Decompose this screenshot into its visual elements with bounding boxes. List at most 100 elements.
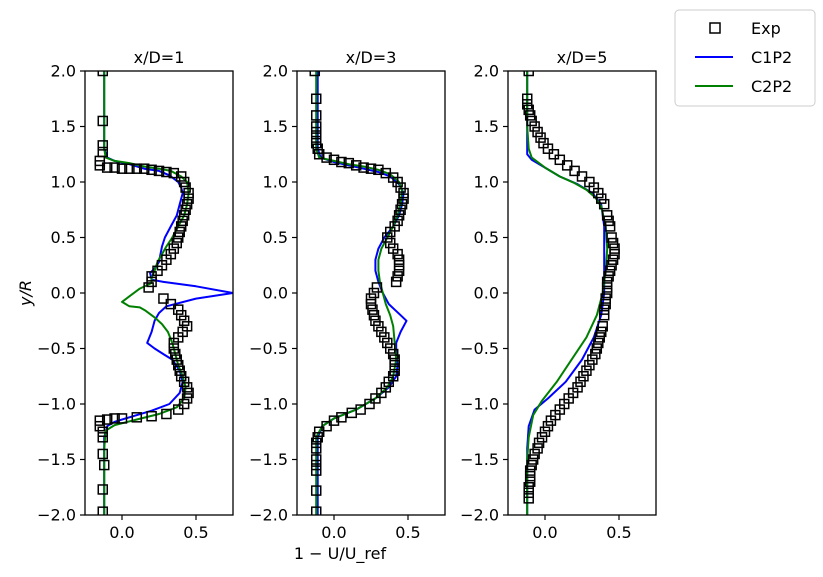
exp-point <box>392 176 403 188</box>
exp-point <box>575 376 586 388</box>
exp-point <box>390 276 402 288</box>
y-tick-label: −1.5 <box>37 450 76 469</box>
exp-point <box>382 337 393 349</box>
exp-point <box>310 110 322 121</box>
panel-data <box>521 71 620 515</box>
exp-point <box>601 282 613 293</box>
y-tick-label: −0.5 <box>249 339 288 358</box>
y-tick-label: 0.0 <box>263 284 288 303</box>
y-tick-label: −1.0 <box>37 395 76 414</box>
exp-point <box>373 321 384 332</box>
exp-point <box>376 326 387 338</box>
x-axis-label: 1 − U/U_ref <box>294 544 387 564</box>
exp-point <box>310 437 322 449</box>
exp-point <box>101 162 113 173</box>
exp-point <box>350 160 362 171</box>
exp-point <box>178 376 190 388</box>
exp-point <box>393 260 405 271</box>
exp-point <box>116 163 128 174</box>
exp-point <box>97 140 109 151</box>
exp-point <box>312 143 323 154</box>
exp-point <box>545 415 557 426</box>
exp-point <box>97 115 109 127</box>
x-tick-label: 0.5 <box>606 523 631 542</box>
exp-point <box>310 132 322 143</box>
exp-point <box>597 321 608 332</box>
exp-point <box>365 298 377 310</box>
y-tick-label: 0.0 <box>474 284 499 303</box>
exp-point <box>370 393 381 404</box>
exp-point <box>569 165 580 177</box>
exp-point <box>109 162 120 173</box>
x-tick-label: 0.5 <box>395 523 420 542</box>
exp-point <box>526 459 537 471</box>
exp-point <box>604 221 616 232</box>
exp-point <box>523 482 534 493</box>
exp-point <box>161 408 172 420</box>
panel-title: x/D=3 <box>346 48 397 67</box>
exp-point <box>172 232 184 243</box>
series-line-c1p2 <box>103 71 233 515</box>
exp-point <box>607 237 619 249</box>
exp-point <box>168 167 180 179</box>
exp-point <box>310 443 322 454</box>
exp-point <box>598 309 610 321</box>
exp-point <box>172 359 184 371</box>
exp-point <box>146 271 157 282</box>
series-line-c2p2 <box>103 71 190 515</box>
exp-point <box>101 414 113 425</box>
y-tick-label: −2.0 <box>37 506 76 525</box>
exp-point <box>365 293 377 304</box>
exp-point <box>595 193 607 204</box>
exp-point <box>535 132 546 143</box>
y-tick-label: −2.0 <box>460 506 499 525</box>
exp-point <box>591 343 603 354</box>
exp-point <box>600 298 611 310</box>
exp-point <box>524 476 536 487</box>
y-tick-label: 1.5 <box>474 117 499 136</box>
exp-point <box>158 293 169 304</box>
exp-point <box>131 163 143 174</box>
x-tick-label: 0.0 <box>321 523 346 542</box>
exp-point <box>138 163 150 174</box>
exp-point <box>532 126 543 138</box>
exp-point <box>313 426 325 437</box>
exp-point <box>542 143 554 154</box>
exp-point <box>587 354 598 365</box>
exp-point <box>174 365 185 376</box>
exp-point <box>601 276 613 288</box>
exp-point <box>343 157 355 169</box>
exp-point <box>601 287 613 299</box>
y-tick-label: 0.5 <box>51 228 76 247</box>
exp-point <box>97 71 109 77</box>
exp-point <box>382 232 393 243</box>
y-tick-label: 1.0 <box>474 173 499 192</box>
exp-point <box>396 198 408 210</box>
exp-point <box>310 506 322 515</box>
exp-point <box>606 260 617 271</box>
exp-point <box>97 426 109 437</box>
exp-point <box>561 160 573 171</box>
exp-point <box>523 71 534 77</box>
exp-point <box>598 198 610 210</box>
exp-point <box>168 343 180 354</box>
exp-point <box>170 348 181 360</box>
exp-point <box>177 215 188 227</box>
exp-point <box>183 187 194 199</box>
exp-point <box>593 337 604 349</box>
exp-point <box>168 243 180 254</box>
exp-point <box>172 404 184 415</box>
exp-point <box>598 304 610 315</box>
exp-point <box>594 332 606 343</box>
exp-point <box>384 226 396 238</box>
series-line-c1p2 <box>316 71 408 515</box>
y-tick-label: −1.5 <box>460 450 499 469</box>
exp-point <box>368 287 380 299</box>
legend-label: C2P2 <box>751 77 792 96</box>
exp-point <box>387 348 399 360</box>
panel-data <box>309 71 409 515</box>
exp-point <box>395 182 406 193</box>
exp-point <box>603 271 614 282</box>
exp-point <box>175 309 187 321</box>
exp-point <box>97 506 109 515</box>
